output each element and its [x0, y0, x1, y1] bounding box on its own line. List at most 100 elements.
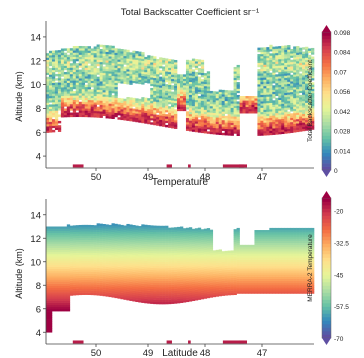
heatmap-cell [135, 79, 139, 82]
heatmap-cell [224, 291, 228, 294]
heatmap-cell [180, 300, 184, 303]
heatmap-cell [111, 233, 115, 237]
heatmap-cell [180, 249, 184, 253]
heatmap-cell [96, 55, 100, 58]
heatmap-cell [180, 228, 184, 232]
heatmap-cell [171, 297, 175, 300]
heatmap-cell [126, 116, 130, 119]
heatmap-cell [123, 100, 127, 104]
heatmap-cell [51, 241, 56, 244]
heatmap-cell [296, 123, 300, 126]
heatmap-cell [233, 267, 237, 270]
heatmap-cell [188, 246, 193, 249]
heatmap-cell [63, 95, 68, 99]
heatmap-cell [46, 119, 50, 123]
heatmap-cell [182, 270, 187, 273]
heatmap-cell [81, 112, 86, 115]
heatmap-cell [72, 267, 77, 271]
heatmap-cell [78, 84, 83, 88]
heatmap-cell [278, 121, 282, 124]
heatmap-cell [105, 256, 109, 259]
heatmap-cell [171, 231, 175, 235]
heatmap-cell [46, 283, 50, 287]
heatmap-cell [96, 259, 100, 262]
heatmap-cell [162, 124, 166, 127]
heatmap-cell [153, 67, 157, 70]
heatmap-cell [72, 54, 77, 58]
heatmap-cell [120, 279, 124, 283]
heatmap-cell [266, 115, 270, 119]
heatmap-cell [266, 120, 270, 123]
heatmap-cell [150, 81, 154, 84]
heatmap-cell [218, 108, 222, 112]
heatmap-cell [78, 256, 83, 260]
heatmap-cell [185, 227, 190, 231]
heatmap-cell [69, 78, 74, 81]
heatmap-cell [171, 259, 175, 262]
heatmap-cell [171, 269, 175, 273]
heatmap-cell [203, 296, 208, 299]
heatmap-cell [165, 238, 169, 241]
heatmap-cell [305, 63, 309, 67]
heatmap-cell [93, 233, 97, 237]
heatmap-cell [296, 114, 300, 118]
heatmap-cell [168, 88, 172, 92]
heatmap-cell [260, 131, 264, 134]
heatmap-cell [90, 84, 94, 88]
heatmap-cell [227, 131, 231, 134]
heatmap-cell [206, 268, 211, 271]
heatmap-cell [46, 53, 50, 56]
heatmap-cell [278, 104, 282, 107]
heatmap-cell [51, 262, 56, 265]
heatmap-cell [215, 125, 220, 129]
heatmap-cell [185, 270, 190, 273]
heatmap-cell [57, 101, 62, 105]
heatmap-cell [230, 124, 234, 128]
heatmap-cell [200, 87, 205, 91]
heatmap-cell [302, 118, 306, 121]
heatmap-cell [48, 247, 53, 251]
heatmap-cell [299, 114, 303, 117]
heatmap-cell [299, 58, 303, 61]
heatmap-cell [218, 89, 222, 93]
heatmap-cell [272, 61, 276, 65]
heatmap-cell [162, 109, 166, 112]
heatmap-cell [129, 69, 133, 72]
heatmap-cell [230, 114, 234, 117]
heatmap-cell [132, 288, 136, 291]
heatmap-cell [51, 304, 56, 308]
heatmap-cell [311, 120, 315, 124]
heatmap-cell [209, 244, 214, 247]
heatmap-cell [153, 242, 157, 245]
heatmap-cell [233, 262, 237, 266]
heatmap-cell [236, 246, 240, 250]
heatmap-cell [54, 241, 59, 244]
heatmap-cell [75, 99, 80, 103]
heatmap-cell [117, 247, 121, 251]
heatmap-cell [272, 46, 276, 50]
heatmap-cell [233, 101, 237, 104]
heatmap-cell [239, 104, 243, 108]
heatmap-cell [105, 254, 109, 257]
heatmap-cell [206, 116, 211, 119]
heatmap-cell [230, 99, 234, 102]
heatmap-cell [221, 278, 225, 282]
heatmap-cell [75, 225, 80, 228]
heatmap-cell [63, 67, 68, 71]
heatmap-cell [269, 126, 273, 129]
heatmap-cell [278, 97, 282, 101]
heatmap-cell [63, 285, 68, 289]
heatmap-cell [111, 82, 115, 85]
heatmap-cell [159, 234, 163, 237]
heatmap-cell [114, 82, 118, 86]
heatmap-cell [108, 99, 112, 102]
heatmap-cell [266, 109, 270, 112]
heatmap-cell [299, 112, 303, 115]
heatmap-cell [153, 301, 157, 305]
heatmap-cell [188, 242, 193, 245]
heatmap-cell [215, 251, 220, 255]
heatmap-cell [209, 93, 214, 96]
heatmap-cell [126, 268, 130, 271]
heatmap-cell [171, 91, 175, 95]
heatmap-cell [168, 259, 172, 262]
